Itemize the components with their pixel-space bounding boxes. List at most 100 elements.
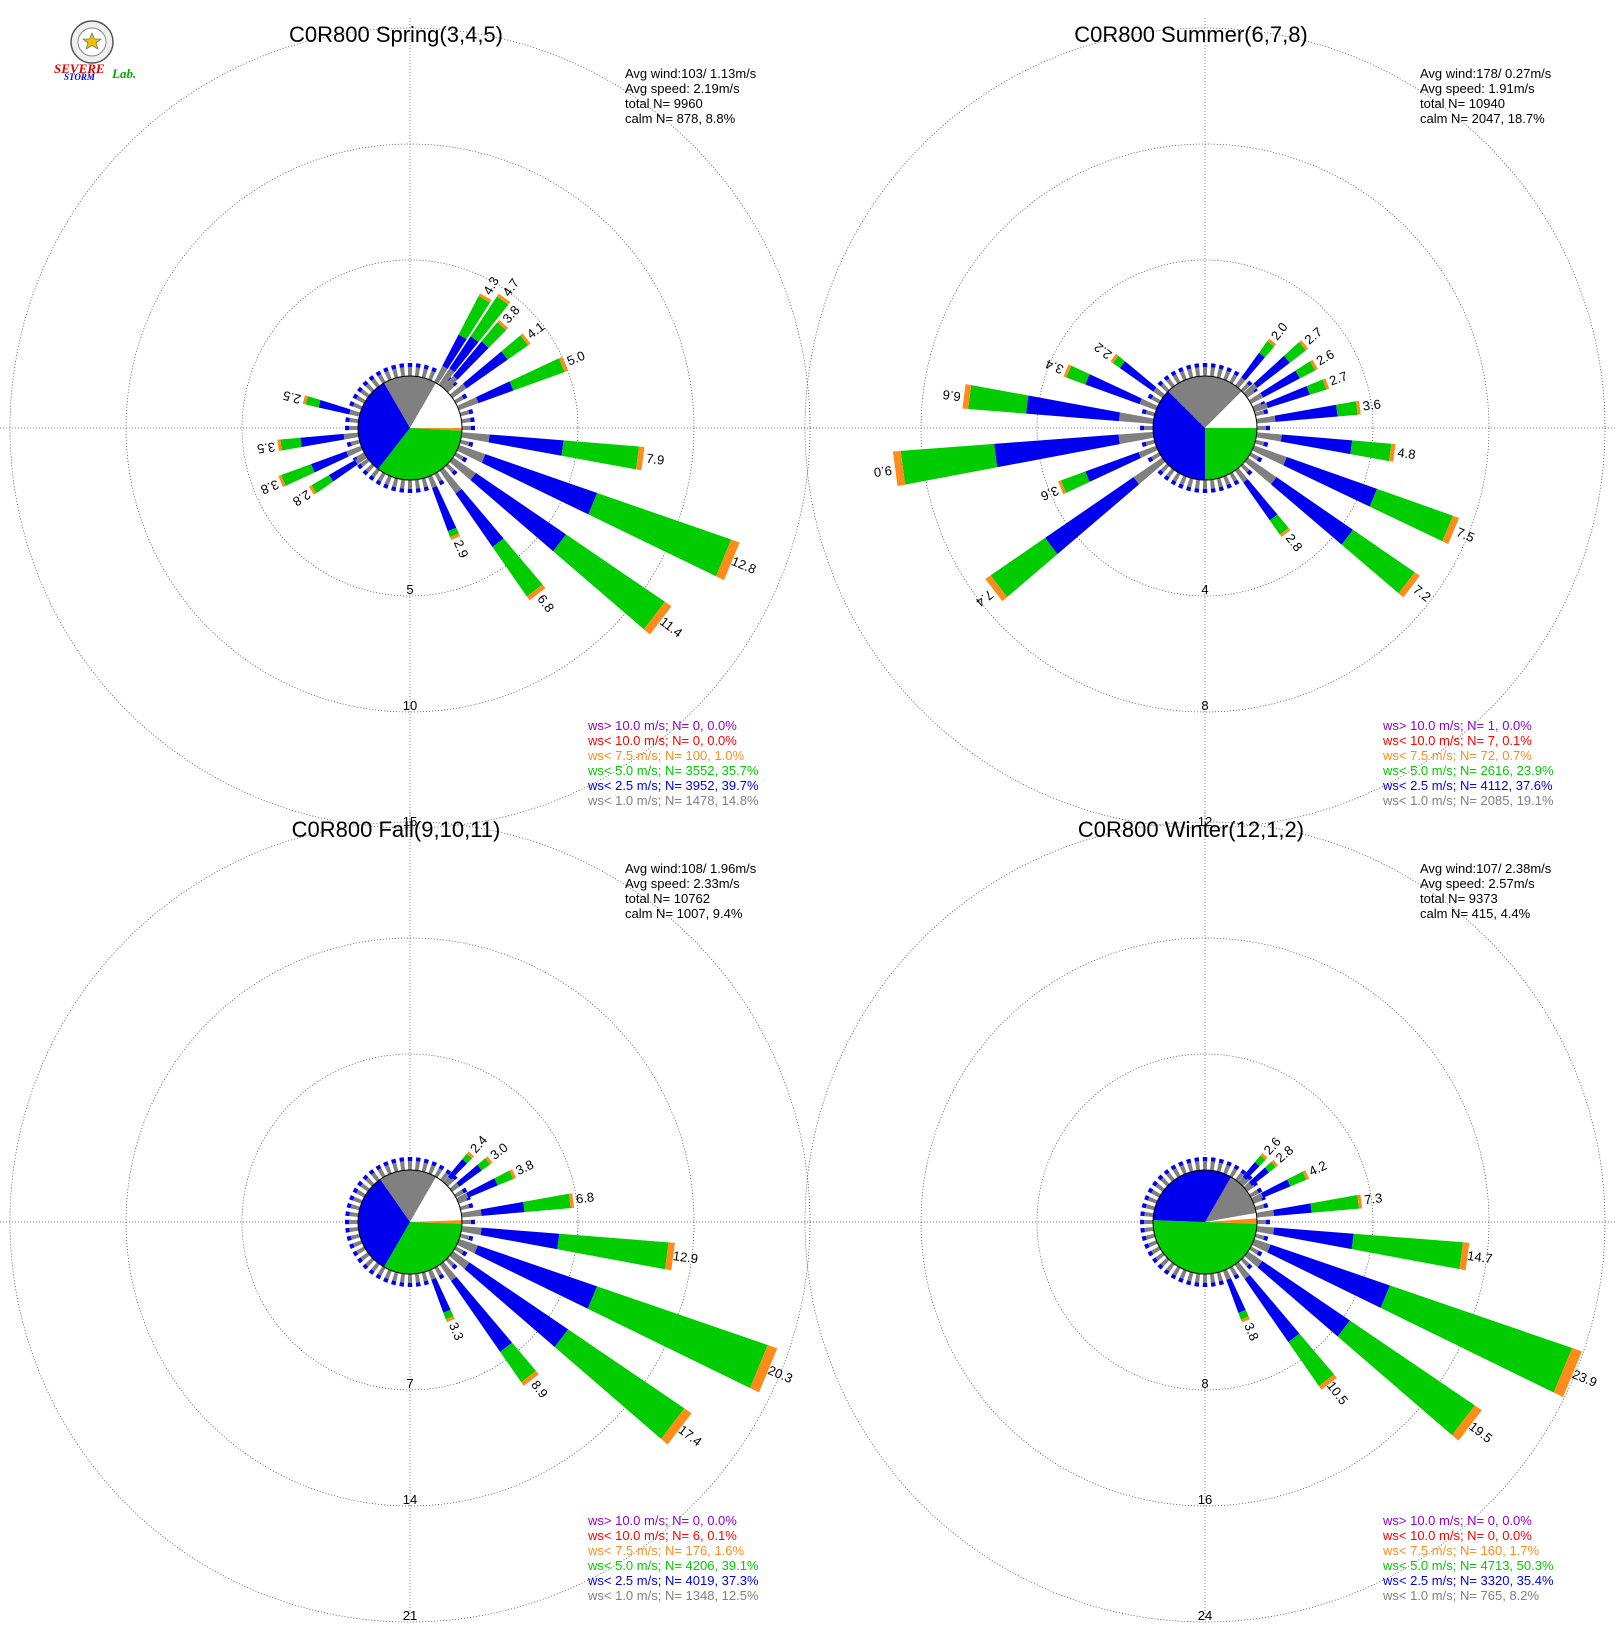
petal-segment-lt1 bbox=[1222, 1269, 1232, 1281]
petal-stub-outer bbox=[431, 1161, 437, 1167]
petal-segment-lt2_5 bbox=[1266, 386, 1310, 409]
petal-stub-outer bbox=[346, 1202, 352, 1209]
legend-entry-lt1: ws< 1.0 m/s; N= 1478, 14.8% bbox=[587, 793, 759, 808]
petal-label: 8.9 bbox=[528, 1377, 551, 1400]
petal-stub-outer bbox=[383, 367, 389, 373]
petal-stub bbox=[1155, 1183, 1165, 1192]
petal-stub-outer bbox=[445, 1169, 452, 1175]
petal-stub-outer bbox=[345, 1211, 350, 1217]
petal-segment-lt1 bbox=[439, 467, 462, 494]
petal-stub-outer bbox=[349, 1243, 355, 1249]
windrose-panel-1: 510155.04.13.84.74.37.912.811.46.82.93.5… bbox=[0, 18, 820, 829]
petal-segment-lt7_5 bbox=[1240, 1316, 1250, 1323]
petal-segment-lt1 bbox=[1253, 402, 1269, 413]
petal-label: 7.3 bbox=[1363, 1190, 1383, 1207]
petal-stub bbox=[360, 1252, 370, 1261]
calm-pie-lt1 bbox=[380, 1170, 436, 1222]
petal-label: 4.1 bbox=[524, 319, 547, 342]
petal-label: 2.9 bbox=[451, 538, 472, 560]
panel-title: C0R800 Spring(3,4,5) bbox=[289, 22, 503, 47]
stats-line: Avg wind:103/ 1.13m/s bbox=[625, 66, 757, 81]
petal-label: 3.4 bbox=[1043, 356, 1065, 377]
petal-segment-lt7_5 bbox=[1553, 1347, 1582, 1398]
petal-stub bbox=[1256, 1219, 1266, 1225]
petal-stub-outer bbox=[1263, 408, 1269, 415]
petal-segment-lt1 bbox=[1235, 377, 1246, 389]
petal-segment-lt2_5 bbox=[488, 434, 564, 456]
petal-stub bbox=[1187, 477, 1194, 488]
petal-segment-lt5 bbox=[281, 464, 315, 486]
petal-segment-lt2_5 bbox=[1025, 395, 1120, 422]
petal-segment-lt1 bbox=[1251, 1238, 1271, 1253]
petal-segment-lt2_5 bbox=[466, 1178, 498, 1198]
petal-segment-lt7_5 bbox=[1357, 1194, 1363, 1209]
petal-segment-lt5 bbox=[1258, 341, 1275, 358]
petal-stub bbox=[392, 1271, 399, 1282]
petal-label: 12.9 bbox=[672, 1248, 699, 1266]
windrose-panel-2: 48123.62.72.62.72.04.87.57.22.83.69.06.6… bbox=[795, 18, 1615, 829]
petal-stub-outer bbox=[1140, 425, 1145, 431]
petal-segment-lt1 bbox=[1118, 412, 1154, 424]
petal-stub bbox=[1144, 1211, 1154, 1218]
petal-stub-outer bbox=[1233, 1273, 1240, 1280]
petal-stub bbox=[371, 1262, 380, 1272]
petal-label: 9.0 bbox=[873, 463, 893, 480]
petal-stub bbox=[1194, 367, 1201, 377]
petal-stub-outer bbox=[470, 417, 475, 423]
petal-segment-lt2_5 bbox=[470, 472, 567, 552]
petal-stub bbox=[459, 439, 470, 446]
petal-stub-outer bbox=[1178, 1277, 1184, 1283]
petal-stub bbox=[1166, 1262, 1175, 1272]
stats-line: calm N= 878, 8.8% bbox=[625, 111, 736, 126]
petal-segment-lt5 bbox=[280, 437, 302, 451]
petal-stub bbox=[459, 1204, 470, 1211]
ring-1 bbox=[241, 1053, 579, 1391]
petal-segment-lt1 bbox=[1139, 398, 1158, 411]
petal-segment-lt1 bbox=[1244, 457, 1277, 485]
petal-segment-lt2_5 bbox=[480, 1201, 525, 1216]
petal-stub bbox=[454, 1246, 464, 1255]
petal-stub bbox=[428, 1164, 436, 1175]
petal-stub bbox=[1216, 368, 1223, 379]
ring-label: 21 bbox=[403, 1608, 417, 1623]
stats-line: Avg wind:178/ 0.27m/s bbox=[1420, 66, 1552, 81]
petal-segment-lt7_5 bbox=[478, 293, 492, 303]
stats-line: Avg speed: 2.57m/s bbox=[1420, 876, 1535, 891]
petal-stub-outer bbox=[375, 1164, 382, 1171]
petal-stub bbox=[1194, 479, 1201, 489]
petal-segment-lt7_5 bbox=[521, 1370, 539, 1386]
petal-stub-outer bbox=[368, 375, 375, 381]
petal-stub-outer bbox=[438, 1164, 445, 1171]
calm-pie-lt7_5 bbox=[410, 428, 463, 431]
legend-entry-lt2_5: ws< 2.5 m/s; N= 4112, 37.6% bbox=[1382, 778, 1553, 793]
ring-3 bbox=[804, 821, 1606, 1623]
petal-stub-outer bbox=[357, 1180, 363, 1187]
petal-stub-outer bbox=[1246, 469, 1253, 476]
petal-stub bbox=[1202, 367, 1208, 377]
petal-segment-lt7_5 bbox=[643, 601, 672, 635]
petal-stub-outer bbox=[1202, 488, 1208, 493]
stats-line: total N= 10940 bbox=[1420, 96, 1505, 111]
petal-stub bbox=[407, 1273, 413, 1283]
petal-segment-lt7_5 bbox=[568, 1193, 575, 1209]
petal-segment-lt2_5 bbox=[1253, 355, 1290, 388]
petal-stub bbox=[1202, 1273, 1208, 1283]
petal-stub-outer bbox=[468, 1235, 474, 1242]
calm-pie-lt1 bbox=[1168, 375, 1242, 428]
petal-segment-lt2_5 bbox=[1085, 374, 1142, 405]
petal-stub bbox=[440, 1172, 449, 1182]
petal-stub bbox=[445, 463, 455, 473]
petal-stub-outer bbox=[461, 1250, 468, 1257]
petal-stub-outer bbox=[1170, 1164, 1177, 1171]
petal-segment-lt5 bbox=[587, 1286, 768, 1388]
petal-segment-lt1 bbox=[1243, 1182, 1252, 1191]
legend-entry-gt10: ws> 10.0 m/s; N= 0, 0.0% bbox=[1382, 1513, 1532, 1528]
petal-stub bbox=[434, 1168, 443, 1178]
petal-segment-lt2_5 bbox=[474, 1245, 598, 1309]
petal-stub-outer bbox=[423, 1158, 430, 1164]
petal-segment-lt2_5 bbox=[464, 1262, 569, 1347]
petal-segment-lt5 bbox=[1337, 1320, 1475, 1436]
stats-line: Avg wind:108/ 1.96m/s bbox=[625, 861, 757, 876]
windrose-panel-3: 714216.83.83.02.412.920.317.48.93.3C0R80… bbox=[0, 812, 820, 1623]
petal-stub bbox=[377, 472, 386, 482]
